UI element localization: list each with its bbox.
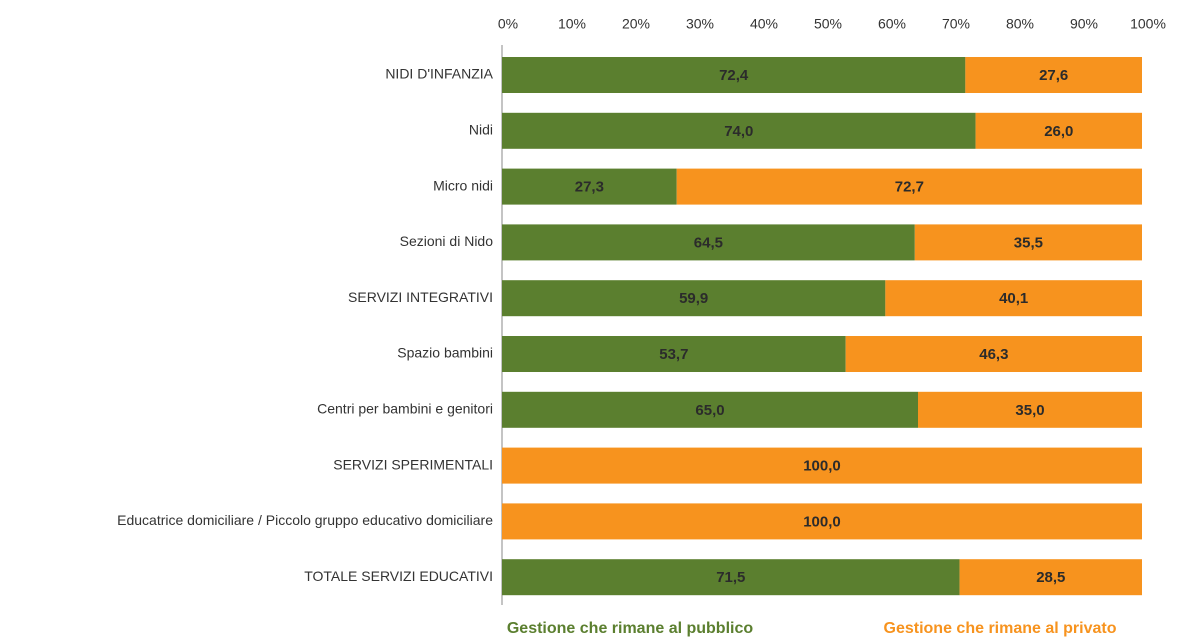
bar-segment (502, 57, 966, 93)
bar-segment (502, 224, 915, 261)
value-label: 26,0 (1044, 123, 1073, 140)
value-label: 59,9 (679, 290, 708, 307)
value-label: 27,3 (575, 179, 604, 196)
x-tick-label: 10% (558, 16, 586, 32)
category-label: Micro nidi (433, 177, 493, 193)
category-label: Spazio bambini (397, 345, 493, 361)
category-label: NIDI D'INFANZIA (385, 66, 493, 82)
bar-segment (502, 112, 976, 149)
bar-segment (918, 391, 1142, 428)
bar-segment (965, 57, 1142, 93)
x-tick-label: 60% (878, 16, 906, 32)
legend-entry: Gestione che rimane al privato (884, 620, 1117, 637)
category-label: Sezioni di Nido (400, 233, 494, 249)
value-label: 64,5 (694, 234, 723, 251)
bar-segment (975, 112, 1142, 149)
value-label: 74,0 (724, 123, 753, 140)
value-label: 35,0 (1015, 402, 1044, 419)
bar-segment (914, 224, 1142, 261)
bar-segment (845, 336, 1142, 372)
value-label: 72,4 (719, 67, 749, 84)
bar-segment (502, 503, 1142, 540)
category-label: Nidi (469, 122, 493, 138)
x-tick-label: 40% (750, 16, 778, 32)
x-tick-label: 30% (686, 16, 714, 32)
bar-segment (502, 447, 1142, 484)
value-label: 46,3 (979, 346, 1008, 363)
category-label: TOTALE SERVIZI EDUCATIVI (304, 568, 493, 584)
category-label: Centri per bambini e genitori (317, 401, 493, 417)
x-tick-label: 20% (622, 16, 650, 32)
value-label: 72,7 (895, 179, 924, 196)
value-label: 28,5 (1036, 569, 1065, 586)
x-tick-label: 100% (1130, 16, 1166, 32)
bar-segment (959, 559, 1142, 596)
bar-segment (502, 391, 918, 428)
bar-segment (502, 280, 886, 317)
legend-entry: Gestione che rimane al pubblico (507, 620, 754, 637)
value-label: 35,5 (1014, 234, 1043, 251)
value-label: 65,0 (695, 402, 724, 419)
x-tick-label: 80% (1006, 16, 1034, 32)
x-tick-label: 0% (498, 16, 518, 32)
category-label: Educatrice domiciliare / Piccolo gruppo … (117, 512, 493, 528)
value-label: 53,7 (659, 346, 688, 363)
bar-segment (885, 280, 1142, 317)
value-label: 71,5 (716, 569, 745, 586)
bar-segment (502, 559, 960, 596)
value-label: 100,0 (803, 513, 841, 530)
category-label: SERVIZI INTEGRATIVI (348, 289, 493, 305)
x-tick-label: 90% (1070, 16, 1098, 32)
x-tick-label: 70% (942, 16, 970, 32)
value-label: 40,1 (999, 290, 1028, 307)
category-label: SERVIZI SPERIMENTALI (333, 456, 493, 472)
bar-segment (676, 168, 1142, 205)
x-tick-label: 50% (814, 16, 842, 32)
bar-segment (502, 336, 846, 372)
value-label: 27,6 (1039, 67, 1068, 84)
bar-segment (502, 168, 677, 205)
value-label: 100,0 (803, 458, 841, 475)
